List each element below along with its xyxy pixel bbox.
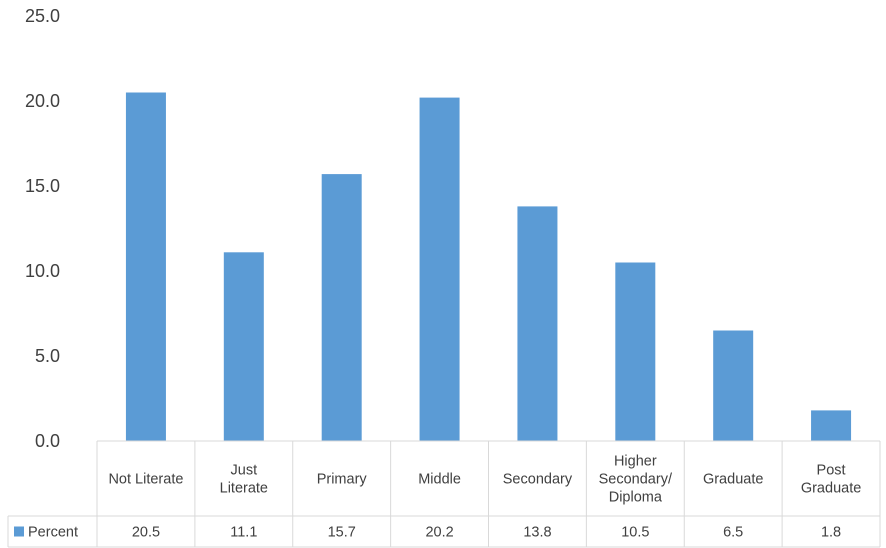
category-label-line: Secondary — [503, 472, 573, 488]
category-label-line: Middle — [418, 472, 461, 488]
category-label: Primary — [317, 472, 368, 488]
table-value: 6.5 — [723, 525, 743, 541]
table-value: 20.2 — [425, 525, 453, 541]
category-label-line: Primary — [317, 472, 368, 488]
y-tick-label: 5.0 — [35, 346, 60, 366]
category-label: Not Literate — [108, 472, 183, 488]
category-label: Secondary — [503, 472, 573, 488]
category-label-line: Higher — [614, 454, 657, 470]
bars — [125, 92, 852, 441]
category-label-line: Just — [231, 463, 258, 479]
category-label: Graduate — [703, 472, 763, 488]
legend-label: Percent — [28, 525, 78, 541]
table-value: 10.5 — [621, 525, 649, 541]
category-label-line: Graduate — [703, 472, 763, 488]
y-tick-label: 15.0 — [25, 176, 60, 196]
y-tick-label: 20.0 — [25, 91, 60, 111]
category-label-line: Secondary/ — [599, 472, 673, 488]
table-value: 13.8 — [523, 525, 551, 541]
category-label-line: Diploma — [609, 490, 663, 506]
legend-swatch — [14, 526, 24, 537]
category-label: Middle — [418, 472, 461, 488]
category-label-line: Graduate — [801, 481, 861, 497]
bar — [811, 410, 852, 441]
bar — [419, 97, 460, 441]
y-axis: 0.0 5.0 10.0 15.0 20.0 25.0 — [25, 6, 60, 451]
y-tick-label: 25.0 — [25, 6, 60, 26]
category-label: Just Literate — [220, 463, 268, 497]
bar — [223, 252, 264, 441]
bar — [517, 206, 558, 441]
bar — [321, 174, 362, 441]
category-label-line: Post — [817, 463, 846, 479]
category-label-line: Literate — [220, 481, 268, 497]
table-value: 15.7 — [328, 525, 356, 541]
category-label: Higher Secondary/Diploma — [599, 454, 673, 506]
bar — [125, 92, 166, 441]
category-label: Post Graduate — [801, 463, 861, 497]
bar — [615, 262, 656, 441]
bar — [713, 330, 754, 441]
y-tick-label: 10.0 — [25, 261, 60, 281]
table-value: 11.1 — [230, 525, 257, 541]
table-value: 20.5 — [132, 525, 160, 541]
data-table: Not Literate Just Literate Primary Middle Sec… — [7, 440, 881, 548]
category-label-line: Not Literate — [108, 472, 183, 488]
y-tick-label: 0.0 — [35, 431, 60, 451]
table-value: 1.8 — [821, 525, 841, 541]
